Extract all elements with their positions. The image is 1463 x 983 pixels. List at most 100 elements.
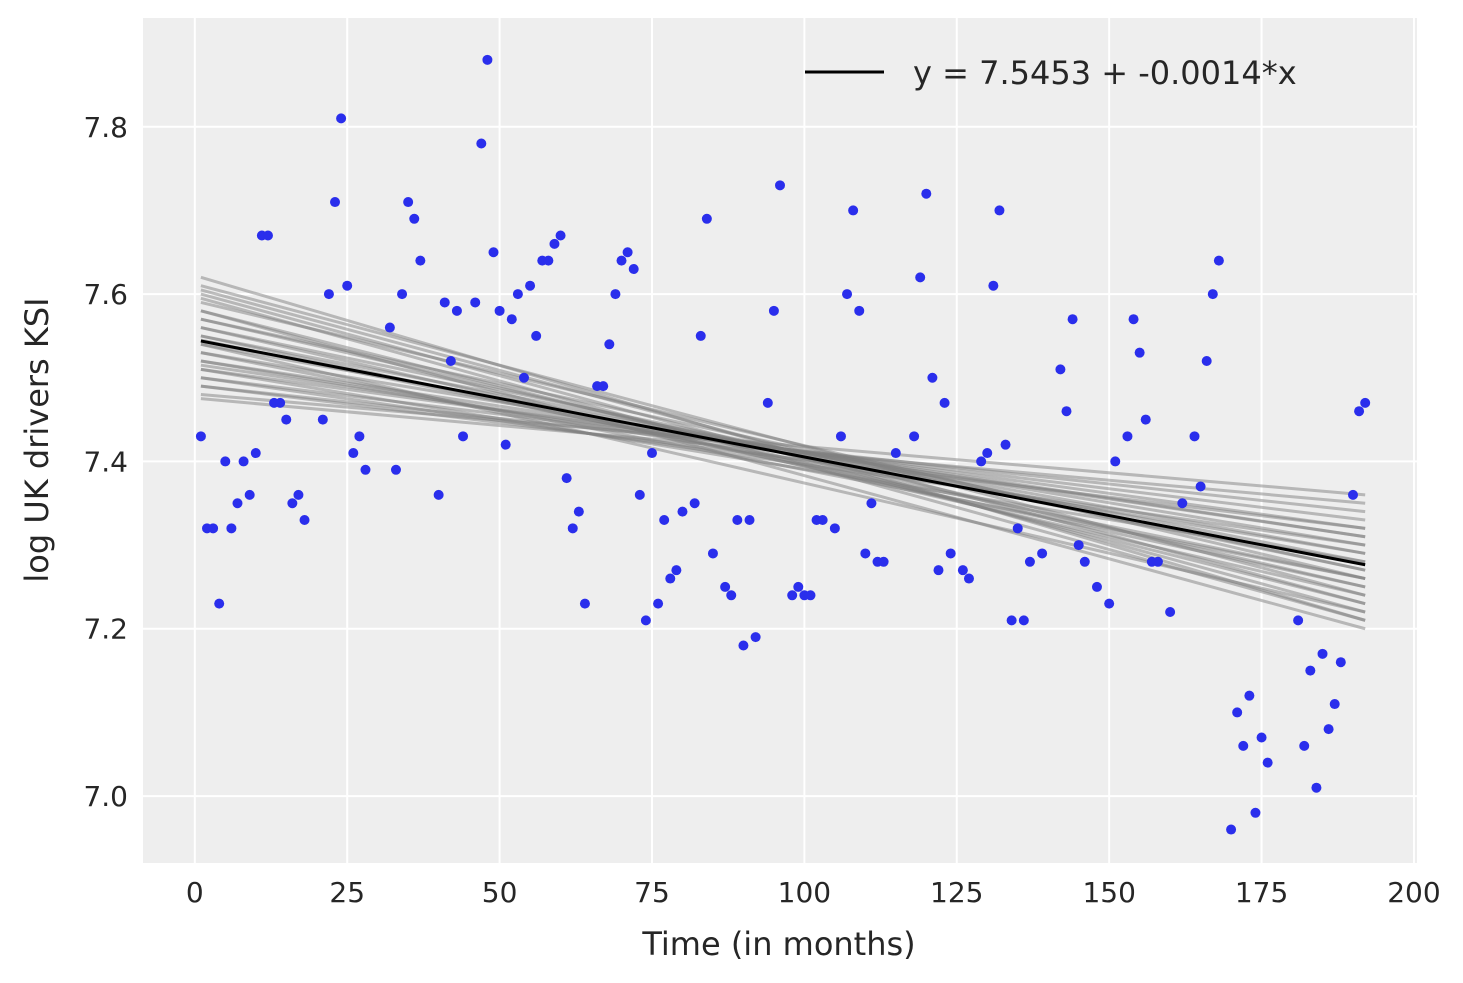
data-point-78: [738, 640, 749, 651]
y-tick-label-2: 7.4: [83, 445, 128, 478]
x-tick-labels: 0 25 50 75 100 125 150 175 200: [186, 876, 1441, 909]
data-point-57: [598, 381, 609, 392]
data-point-2: [208, 523, 219, 534]
data-point-81: [762, 397, 773, 408]
data-point-103: [927, 372, 938, 383]
data-point-143: [1244, 690, 1255, 701]
x-tick-label-8: 200: [1387, 876, 1440, 909]
fit-line: [200, 339, 1366, 567]
x-tick-label-6: 150: [1082, 876, 1135, 909]
data-point-8: [244, 489, 255, 500]
data-point-41: [494, 305, 505, 316]
data-point-68: [665, 573, 676, 584]
data-point-53: [567, 523, 578, 534]
data-point-33: [439, 297, 450, 308]
data-point-91: [835, 431, 846, 442]
data-point-82: [768, 305, 779, 316]
data-point-21: [336, 113, 347, 124]
legend: y = 7.5453 + -0.0014*x: [805, 54, 1297, 92]
data-point-118: [1037, 548, 1048, 559]
data-point-32: [433, 489, 444, 500]
data-point-140: [1226, 824, 1237, 835]
data-point-60: [616, 255, 627, 266]
data-point-35: [451, 305, 462, 316]
data-point-126: [1110, 456, 1121, 467]
data-point-71: [689, 498, 700, 509]
data-point-42: [500, 439, 511, 450]
data-point-146: [1262, 757, 1273, 768]
data-point-145: [1256, 732, 1267, 743]
data-point-112: [994, 205, 1005, 216]
data-point-85: [793, 581, 804, 592]
data-point-117: [1024, 556, 1035, 567]
data-point-87: [805, 590, 816, 601]
data-point-15: [287, 498, 298, 509]
data-point-109: [976, 456, 987, 467]
data-point-157: [1360, 397, 1371, 408]
data-point-55: [579, 598, 590, 609]
data-point-36: [458, 431, 469, 442]
data-point-132: [1152, 556, 1163, 567]
x-tick-label-4: 100: [778, 876, 831, 909]
data-point-50: [549, 238, 560, 249]
data-point-66: [653, 598, 664, 609]
data-point-45: [518, 372, 529, 383]
data-point-136: [1195, 481, 1206, 492]
data-point-51: [555, 230, 566, 241]
data-point-147: [1293, 615, 1304, 626]
data-point-130: [1140, 414, 1151, 425]
data-point-14: [281, 414, 292, 425]
posterior-line-25: [200, 384, 1366, 530]
y-axis-label: log UK drivers KSI: [18, 297, 56, 582]
data-point-119: [1055, 364, 1066, 375]
data-point-65: [646, 448, 657, 459]
data-point-94: [854, 305, 865, 316]
data-point-101: [915, 272, 926, 283]
data-point-67: [659, 514, 670, 525]
data-point-44: [512, 289, 523, 300]
y-tick-labels: 7.0 7.2 7.4 7.6 7.8: [83, 111, 128, 813]
data-point-25: [360, 464, 371, 475]
data-point-99: [890, 448, 901, 459]
data-point-92: [842, 289, 853, 300]
data-point-151: [1317, 648, 1328, 659]
data-point-93: [848, 205, 859, 216]
x-tick-label-2: 50: [482, 876, 518, 909]
data-point-144: [1250, 807, 1261, 818]
data-point-40: [488, 247, 499, 258]
data-point-16: [293, 489, 304, 500]
data-point-108: [963, 573, 974, 584]
data-point-83: [775, 180, 785, 191]
data-point-34: [445, 356, 456, 367]
x-tick-label-1: 25: [329, 876, 365, 909]
x-tick-label-5: 125: [930, 876, 983, 909]
grid-lines: [143, 18, 1417, 863]
data-point-135: [1189, 431, 1200, 442]
data-point-79: [744, 514, 755, 525]
data-point-75: [720, 581, 731, 592]
data-point-64: [640, 615, 651, 626]
data-point-115: [1012, 523, 1023, 534]
data-point-142: [1238, 740, 1249, 751]
data-point-129: [1134, 347, 1145, 358]
data-point-95: [860, 548, 871, 559]
posterior-line-19: [200, 309, 1366, 631]
data-point-58: [604, 339, 615, 350]
y-tick-label-1: 7.2: [83, 613, 128, 646]
data-point-89: [817, 514, 828, 525]
data-point-30: [409, 213, 420, 224]
data-point-106: [945, 548, 956, 559]
data-point-7: [238, 456, 249, 467]
data-point-156: [1354, 406, 1365, 417]
data-point-61: [622, 247, 633, 258]
y-tick-label-4: 7.8: [83, 111, 128, 144]
data-point-62: [628, 263, 639, 274]
data-point-155: [1347, 489, 1358, 500]
data-point-54: [573, 506, 584, 517]
x-axis-label: Time (in months): [641, 925, 915, 963]
data-point-148: [1299, 740, 1310, 751]
fit-line-group: [200, 339, 1366, 567]
data-point-150: [1311, 782, 1322, 793]
data-point-121: [1067, 314, 1078, 325]
data-point-113: [1000, 439, 1011, 450]
